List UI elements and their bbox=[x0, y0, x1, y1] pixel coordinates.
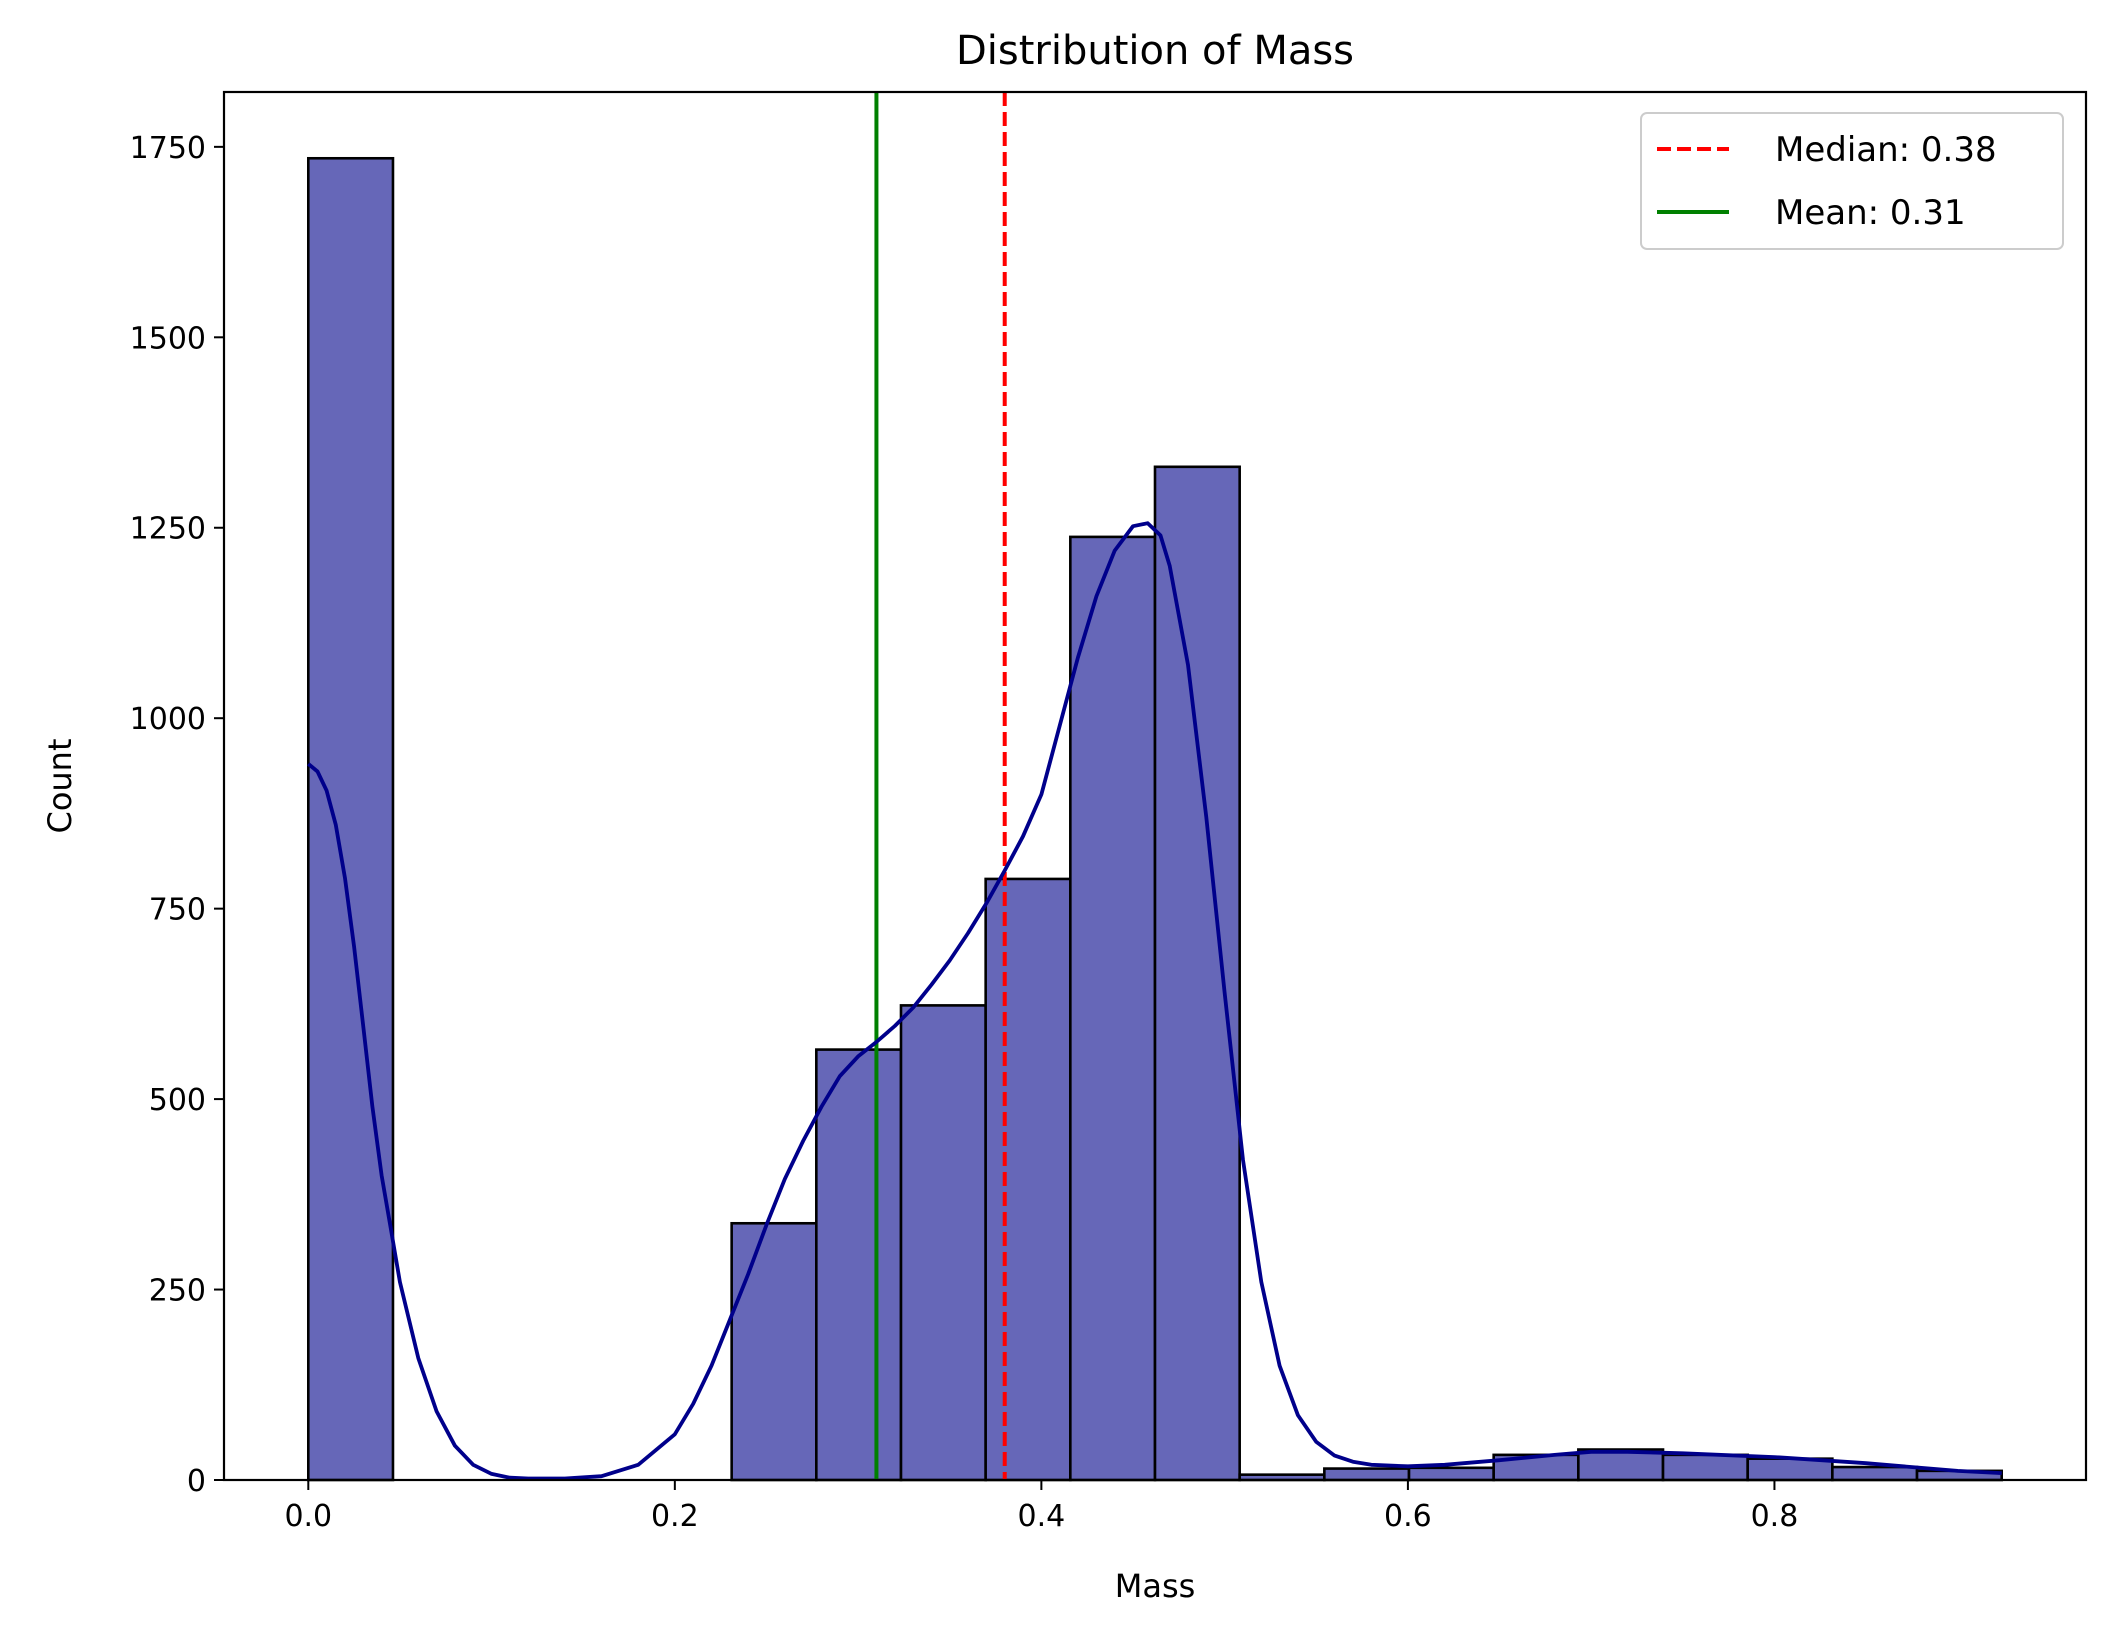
histogram-bar bbox=[730, 1221, 818, 1482]
y-tick-label: 1500 bbox=[130, 321, 206, 356]
reference-lines bbox=[874, 92, 1007, 1480]
x-tick-label: 0.6 bbox=[1384, 1499, 1432, 1534]
histogram-bar bbox=[1323, 1467, 1411, 1482]
x-axis-ticks: 0.0 0.2 0.4 0.6 0.8 bbox=[284, 1480, 1798, 1534]
histogram-bars bbox=[307, 156, 2003, 1482]
x-tick-label: 0.4 bbox=[1018, 1499, 1066, 1534]
x-axis-title: Mass bbox=[1115, 1567, 1196, 1605]
legend-label: Median: 0.38 bbox=[1775, 130, 1997, 170]
x-tick-label: 0.0 bbox=[284, 1499, 332, 1534]
y-tick-label: 750 bbox=[149, 893, 206, 928]
histogram-bar bbox=[1407, 1466, 1495, 1482]
histogram-bar bbox=[307, 156, 395, 1482]
legend-label: Mean: 0.31 bbox=[1775, 193, 1966, 233]
plot-frame bbox=[222, 90, 2088, 1482]
kde-curve bbox=[307, 521, 2002, 1481]
y-tick-label: 500 bbox=[149, 1083, 206, 1118]
kde-curve-group bbox=[307, 521, 2002, 1481]
x-tick-label: 0.8 bbox=[1751, 1499, 1799, 1534]
y-tick-label: 250 bbox=[149, 1274, 206, 1309]
histogram-bar bbox=[899, 1004, 987, 1482]
y-axis-ticks: 0 250 500 750 1000 1250 1500 1750 bbox=[130, 131, 224, 1499]
histogram-bar bbox=[815, 1048, 903, 1482]
histogram-bar bbox=[1069, 535, 1157, 1482]
histogram-bar bbox=[1831, 1465, 1919, 1482]
y-tick-label: 1750 bbox=[130, 131, 206, 166]
y-tick-label: 0 bbox=[187, 1464, 206, 1499]
y-axis-title: Count bbox=[41, 738, 79, 833]
histogram-bar bbox=[1661, 1453, 1749, 1482]
legend: Median: 0.38 Mean: 0.31 bbox=[1640, 112, 2064, 250]
y-tick-label: 1000 bbox=[130, 702, 206, 737]
y-tick-label: 1250 bbox=[130, 512, 206, 547]
histogram-bar bbox=[984, 877, 1072, 1482]
legend-box bbox=[1640, 112, 2064, 250]
chart-title: Distribution of Mass bbox=[956, 28, 1354, 74]
histogram-bar bbox=[1153, 465, 1241, 1482]
x-tick-label: 0.2 bbox=[651, 1499, 699, 1534]
